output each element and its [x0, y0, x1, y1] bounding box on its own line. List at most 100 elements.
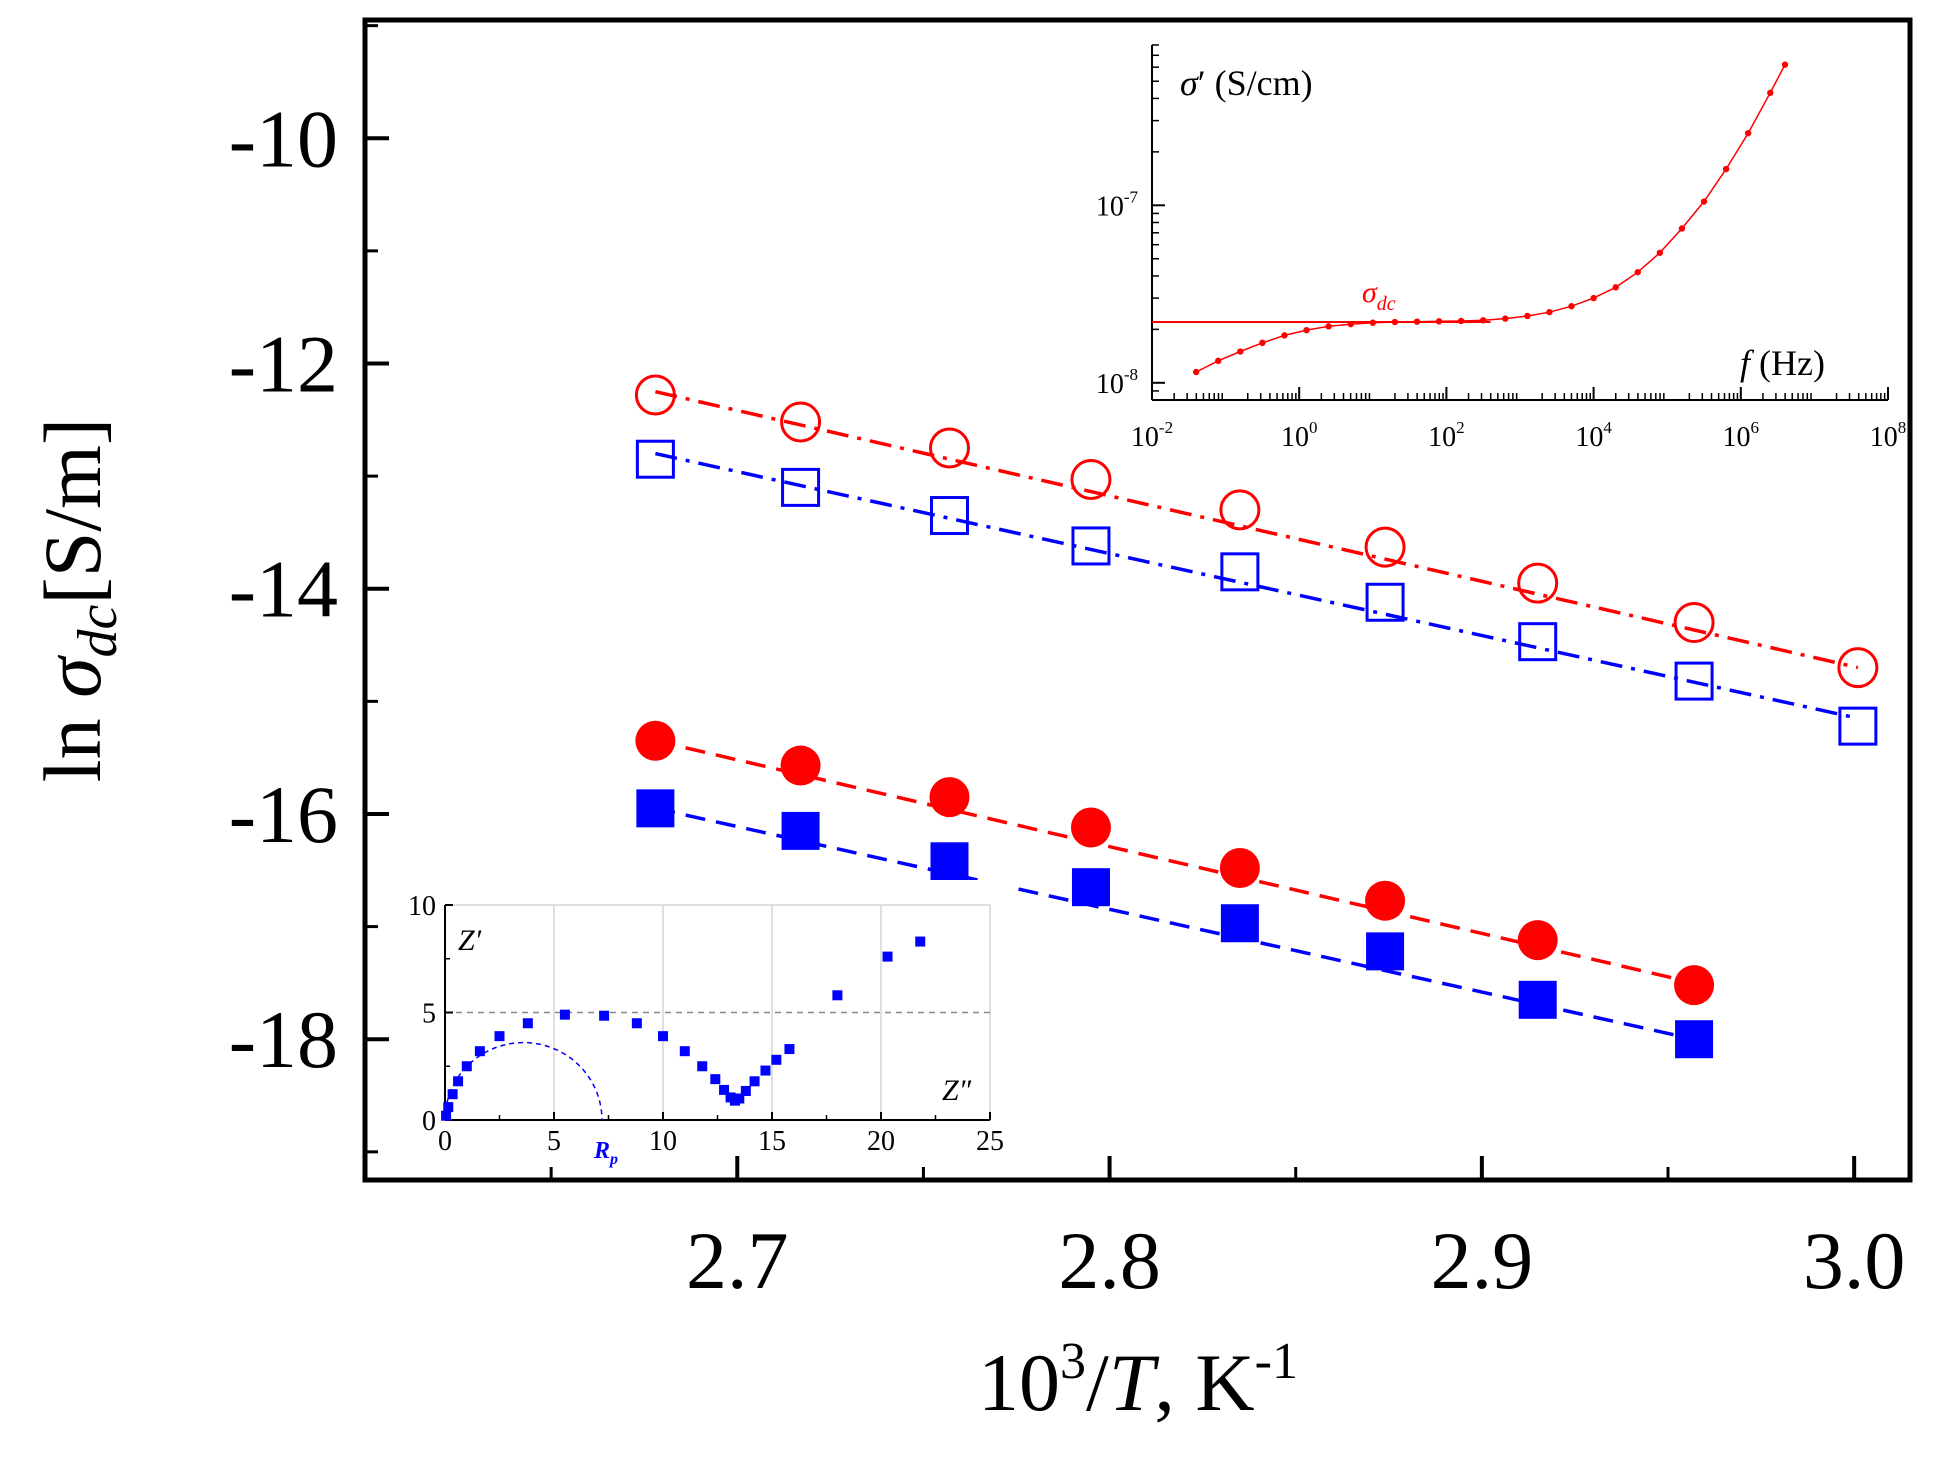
main-y-tick-label: -14	[229, 544, 338, 635]
inset-bottom-point	[658, 1031, 668, 1042]
inset-top-point	[1259, 339, 1266, 347]
filled-circle-point	[1219, 848, 1260, 889]
inset-top-point	[1656, 249, 1664, 256]
inset-bottom-point	[784, 1044, 795, 1055]
open-square-point	[635, 439, 675, 479]
fit-line	[655, 451, 1859, 720]
inset-bottom-y-tick-label: 0	[422, 1106, 436, 1137]
inset-top-point	[1480, 317, 1487, 324]
inset-bottom-x-tick-label: 10	[649, 1126, 677, 1157]
open-circle-point	[1070, 458, 1112, 500]
main-plot-frame	[362, 17, 1913, 1183]
open-square-point	[1838, 706, 1878, 746]
inset-bottom-point	[679, 1046, 690, 1057]
inset-bottom-point	[915, 936, 926, 947]
inset-top-point	[1767, 89, 1774, 97]
inset-top-point	[1413, 318, 1421, 325]
filled-circle-point	[1674, 965, 1715, 1006]
inset-top-y-label: σ′ (S/cm)	[1180, 63, 1313, 103]
inset-top-point	[1215, 357, 1222, 365]
inset-bottom-ticks: 0 5 10 15 20 25 0 5 10	[408, 891, 1004, 1157]
inset-top-point	[1612, 284, 1619, 291]
inset-bottom-point	[882, 951, 893, 962]
inset-top-x-tick-label: 10-2	[1131, 418, 1173, 453]
open-square-point	[781, 467, 821, 507]
inset-bottom-y-label: Z′	[458, 924, 482, 957]
inset-bottom-point	[710, 1074, 721, 1085]
open-square-point	[1365, 582, 1405, 622]
inset-top-point	[1347, 320, 1354, 328]
inset-bottom-x-label: Z″	[942, 1074, 972, 1107]
inset-top-point	[1524, 312, 1531, 320]
main-y-axis-label: ln σdc[S/m]	[27, 418, 129, 782]
inset-top-point	[1237, 348, 1244, 355]
inset-top-point	[1634, 268, 1641, 276]
inset-bottom-point	[494, 1031, 505, 1042]
inset-bottom-point	[749, 1076, 760, 1087]
inset-bottom-point	[740, 1085, 751, 1096]
inset-bottom-point	[832, 990, 843, 1001]
open-square-point	[1674, 661, 1714, 701]
inset-top-point	[1546, 308, 1553, 316]
inset-top-point	[1781, 61, 1789, 68]
inset-bottom-point	[522, 1018, 533, 1029]
open-circle-point	[1219, 489, 1261, 531]
open-circle-point	[1517, 562, 1559, 604]
inset-top-x-tick-label: 102	[1428, 418, 1465, 453]
inset-top-point	[1192, 368, 1200, 376]
inset-bottom-point	[461, 1061, 472, 1072]
main-y-tick-label: -10	[229, 93, 338, 184]
inset-bottom-point	[599, 1010, 610, 1021]
inset-top-point	[1590, 294, 1597, 302]
inset-bottom-point	[734, 1093, 745, 1104]
inset-bottom-point	[631, 1018, 642, 1029]
inset-top-point	[1369, 319, 1377, 326]
main-y-ticks: -10 -12 -14 -16 -18	[229, 24, 389, 1154]
filled-circle-point	[635, 720, 676, 761]
inset-bottom-point	[441, 1110, 452, 1121]
inset-bottom-point	[697, 1061, 708, 1072]
filled-square-point	[1366, 932, 1405, 971]
main-x-tick-label: 2.7	[686, 1215, 789, 1306]
open-circle-point	[634, 374, 676, 416]
inset-top-y-tick-label: 10-7	[1096, 187, 1139, 222]
inset-bottom-point	[771, 1054, 782, 1065]
inset-top-minor-ticks	[1152, 44, 1886, 401]
inset-top-point	[1325, 323, 1332, 330]
filled-square-point	[930, 842, 969, 881]
inset-top-x-tick-label: 106	[1723, 418, 1760, 453]
inset-bottom-point	[719, 1084, 730, 1095]
filled-circle-point	[1070, 807, 1111, 848]
inset-top-x-label: f (Hz)	[1740, 343, 1825, 383]
filled-circle-point	[780, 745, 821, 786]
open-square-point	[1071, 526, 1111, 566]
inset-bottom-y-tick-label: 10	[408, 891, 436, 922]
open-circle-point	[780, 401, 822, 443]
main-data-marks	[634, 374, 1879, 1059]
inset-bottom-point	[474, 1046, 485, 1057]
open-square-point	[929, 496, 969, 536]
inset-bottom-x-tick-label: 20	[867, 1126, 895, 1157]
inset-bottom-marks	[441, 936, 926, 1121]
open-square-point	[1220, 552, 1260, 592]
inset-top-point	[1303, 326, 1310, 334]
inset-top-y-tick-label: 10-8	[1096, 365, 1138, 400]
main-x-tick-label: 2.9	[1431, 1215, 1534, 1306]
inset-conductivity-spectrum: 10-2 100 102 104 106 108 10-8 10-7 σ′ (S/cm) f …	[1096, 40, 1906, 453]
main-x-tick-label: 2.8	[1058, 1215, 1161, 1306]
inset-bottom-point	[760, 1065, 771, 1076]
fit-line	[654, 389, 1859, 670]
inset-bottom-background	[395, 880, 1015, 1135]
inset-top-x-tick-label: 108	[1870, 418, 1907, 453]
filled-square-point	[1518, 980, 1557, 1019]
inset-top-point	[1722, 165, 1730, 173]
main-y-tick-label: -12	[229, 318, 338, 409]
inset-bottom-point	[443, 1102, 454, 1113]
inset-bottom-semicircle-fit	[444, 1041, 603, 1121]
inset-top-point	[1678, 225, 1686, 232]
filled-square-point	[781, 811, 820, 850]
filled-square-point	[1071, 868, 1110, 907]
inset-bottom-x-tick-label: 0	[438, 1126, 452, 1157]
filled-circle-point	[929, 777, 970, 818]
